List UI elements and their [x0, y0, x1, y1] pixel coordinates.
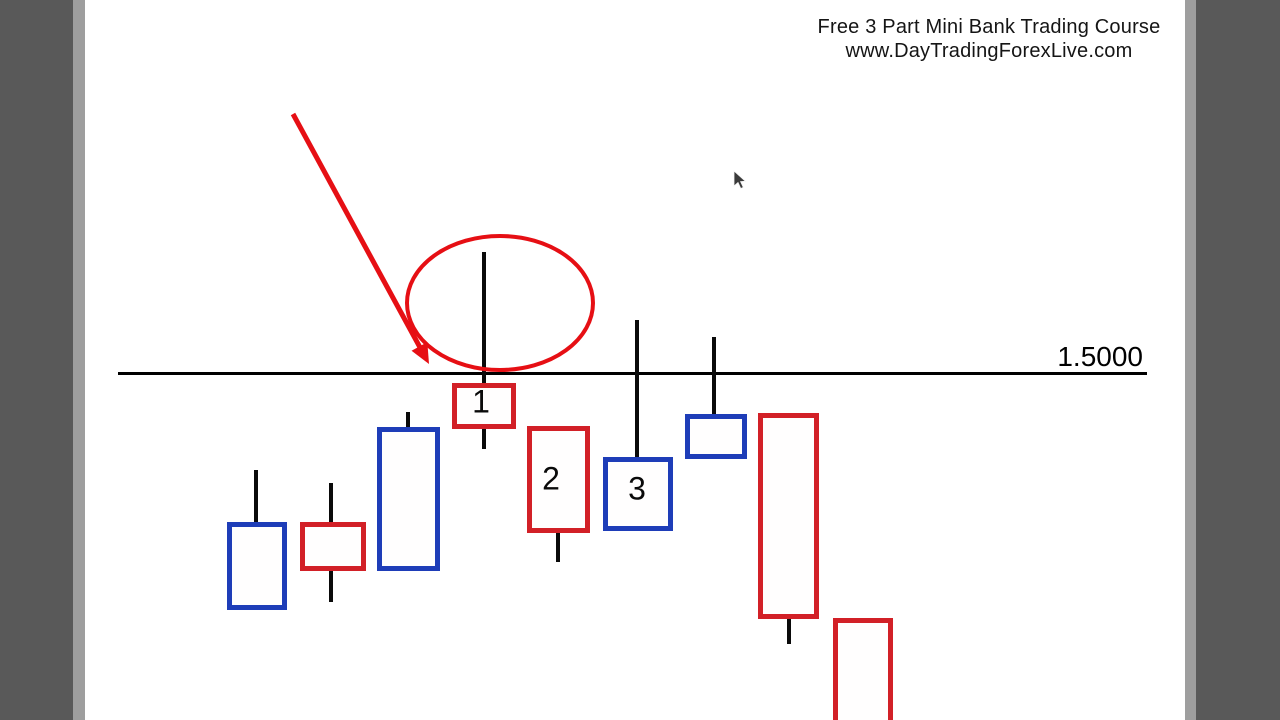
candle-wick — [556, 533, 560, 562]
candle-wick — [406, 412, 410, 427]
mouse-cursor-icon — [733, 170, 747, 190]
candle-1 — [227, 522, 287, 610]
right-light-strip — [1185, 0, 1196, 720]
candle-7 — [685, 414, 747, 459]
highlight-ellipse — [405, 234, 595, 372]
candle-8 — [758, 413, 819, 619]
course-url: www.DayTradingForexLive.com — [845, 40, 1133, 62]
candle-2 — [300, 522, 366, 571]
candle-wick — [482, 252, 486, 383]
course-header: Free 3 Part Mini Bank Trading Course www… — [806, 15, 1172, 63]
candle-3 — [377, 427, 440, 571]
down-arrow-shaft — [290, 112, 429, 360]
candle-wick — [329, 571, 333, 602]
candle-wick — [787, 619, 791, 644]
candle-wick — [254, 470, 258, 522]
price-label: 1.5000 — [1057, 341, 1143, 372]
down-arrow-head — [411, 342, 429, 364]
candle-2 — [527, 426, 590, 533]
right-dark-bar — [1196, 0, 1280, 720]
left-light-strip — [73, 0, 85, 720]
candle-9 — [833, 618, 893, 720]
candle-wick — [482, 429, 486, 449]
candle-1 — [452, 383, 516, 429]
candle-number-label: 3 — [628, 470, 646, 507]
candle-3 — [603, 457, 673, 531]
resistance-line — [118, 372, 1147, 375]
candle-wick — [712, 337, 716, 414]
candle-wick — [635, 320, 639, 457]
candle-number-label: 2 — [542, 460, 560, 497]
candle-wick — [329, 483, 333, 522]
course-title: Free 3 Part Mini Bank Trading Course — [817, 16, 1161, 38]
candle-number-label: 1 — [472, 383, 490, 420]
left-dark-bar — [0, 0, 73, 720]
